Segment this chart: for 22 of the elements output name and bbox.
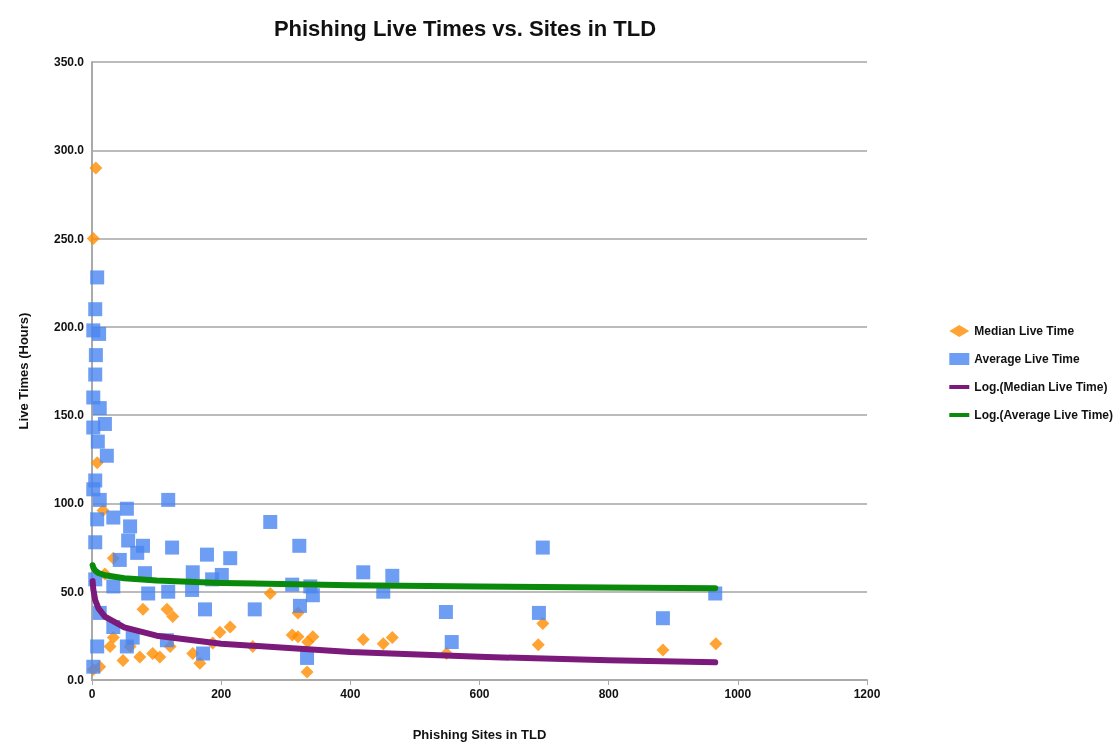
y-tick-label: 250.0	[53, 231, 85, 246]
legend-label: Log.(Average Live Time)	[974, 408, 1113, 422]
y-tick-label: 150.0	[53, 408, 85, 423]
x-tick-label: 1200	[853, 687, 881, 701]
x-tick-label: 400	[340, 687, 361, 701]
y-tick-label: 50.0	[60, 584, 85, 599]
x-tick-label: 800	[598, 687, 619, 701]
y-tick-label: 350.0	[53, 55, 85, 69]
x-tick-label: 1000	[724, 687, 752, 701]
y-tick-label: 300.0	[53, 143, 85, 158]
y-tick-label: 100.0	[53, 496, 85, 511]
y-axis-title: Live Times (Hours)	[16, 312, 31, 430]
legend-label: Log.(Median Live Time)	[974, 380, 1108, 394]
x-tick-label: 600	[469, 687, 490, 701]
legend-label: Average Live Time	[974, 352, 1081, 366]
chart-title: Phishing Live Times vs. Sites in TLD	[273, 15, 657, 41]
y-tick-label: 0.0	[67, 673, 85, 687]
x-tick-label: 0	[88, 687, 96, 701]
y-tick-label: 200.0	[53, 319, 85, 334]
legend-label: Median Live Time	[974, 324, 1075, 338]
x-tick-label: 200	[211, 687, 232, 701]
x-axis-title: Phishing Sites in TLD	[412, 727, 547, 742]
